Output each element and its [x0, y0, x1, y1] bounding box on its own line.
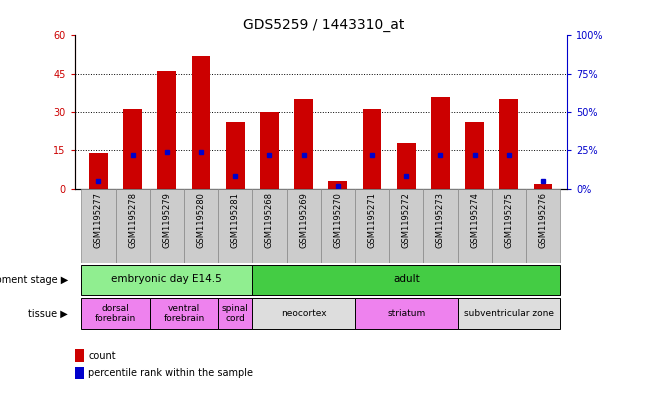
Text: count: count: [88, 351, 116, 361]
Bar: [526, 189, 560, 263]
Bar: [397, 143, 415, 189]
Bar: [115, 189, 150, 263]
Text: spinal
cord: spinal cord: [222, 304, 249, 323]
Bar: [457, 298, 560, 329]
Bar: [184, 189, 218, 263]
Text: subventricular zone: subventricular zone: [464, 309, 554, 318]
Bar: [294, 99, 313, 189]
Bar: [423, 189, 457, 263]
Bar: [329, 181, 347, 189]
Bar: [355, 298, 457, 329]
Text: ventral
forebrain: ventral forebrain: [163, 304, 205, 323]
Text: neocortex: neocortex: [281, 309, 327, 318]
Bar: [123, 109, 142, 189]
Text: GSM1195278: GSM1195278: [128, 192, 137, 248]
Bar: [389, 189, 423, 263]
Bar: [75, 349, 84, 362]
Bar: [252, 189, 286, 263]
Bar: [321, 189, 355, 263]
Bar: [431, 97, 450, 189]
Bar: [534, 184, 553, 189]
Bar: [260, 112, 279, 189]
Text: adult: adult: [393, 274, 420, 285]
Bar: [218, 189, 252, 263]
Bar: [252, 265, 560, 295]
Text: dorsal
forebrain: dorsal forebrain: [95, 304, 136, 323]
Text: striatum: striatum: [387, 309, 425, 318]
Bar: [150, 189, 184, 263]
Bar: [150, 298, 218, 329]
Text: tissue ▶: tissue ▶: [29, 309, 68, 318]
Text: GSM1195268: GSM1195268: [265, 192, 274, 248]
Text: GSM1195270: GSM1195270: [333, 192, 342, 248]
Bar: [465, 122, 484, 189]
Bar: [457, 189, 492, 263]
Text: GSM1195280: GSM1195280: [196, 192, 205, 248]
Bar: [82, 265, 252, 295]
Text: percentile rank within the sample: percentile rank within the sample: [88, 368, 253, 378]
Bar: [500, 99, 518, 189]
Bar: [363, 109, 382, 189]
Text: GSM1195279: GSM1195279: [163, 192, 171, 248]
Text: GSM1195271: GSM1195271: [367, 192, 376, 248]
Text: development stage ▶: development stage ▶: [0, 275, 68, 285]
Bar: [82, 189, 115, 263]
Bar: [355, 189, 389, 263]
Text: GSM1195277: GSM1195277: [94, 192, 103, 248]
Text: GSM1195275: GSM1195275: [504, 192, 513, 248]
Text: GSM1195272: GSM1195272: [402, 192, 411, 248]
Bar: [82, 298, 150, 329]
Text: GSM1195276: GSM1195276: [538, 192, 548, 248]
Bar: [89, 153, 108, 189]
Bar: [252, 298, 355, 329]
Bar: [492, 189, 526, 263]
Text: GSM1195269: GSM1195269: [299, 192, 308, 248]
Text: GDS5259 / 1443310_at: GDS5259 / 1443310_at: [243, 18, 405, 32]
Bar: [157, 71, 176, 189]
Bar: [75, 367, 84, 380]
Text: embryonic day E14.5: embryonic day E14.5: [111, 274, 222, 285]
Bar: [286, 189, 321, 263]
Bar: [218, 298, 252, 329]
Text: GSM1195274: GSM1195274: [470, 192, 479, 248]
Text: GSM1195273: GSM1195273: [436, 192, 445, 248]
Bar: [192, 56, 211, 189]
Bar: [226, 122, 245, 189]
Text: GSM1195281: GSM1195281: [231, 192, 240, 248]
